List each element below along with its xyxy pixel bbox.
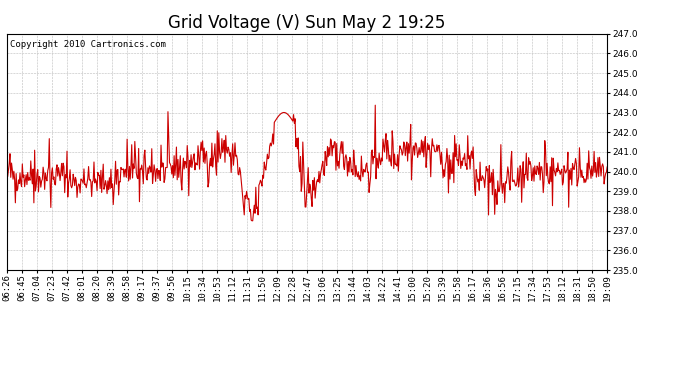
Text: Copyright 2010 Cartronics.com: Copyright 2010 Cartronics.com <box>10 40 166 49</box>
Title: Grid Voltage (V) Sun May 2 19:25: Grid Voltage (V) Sun May 2 19:25 <box>168 14 446 32</box>
